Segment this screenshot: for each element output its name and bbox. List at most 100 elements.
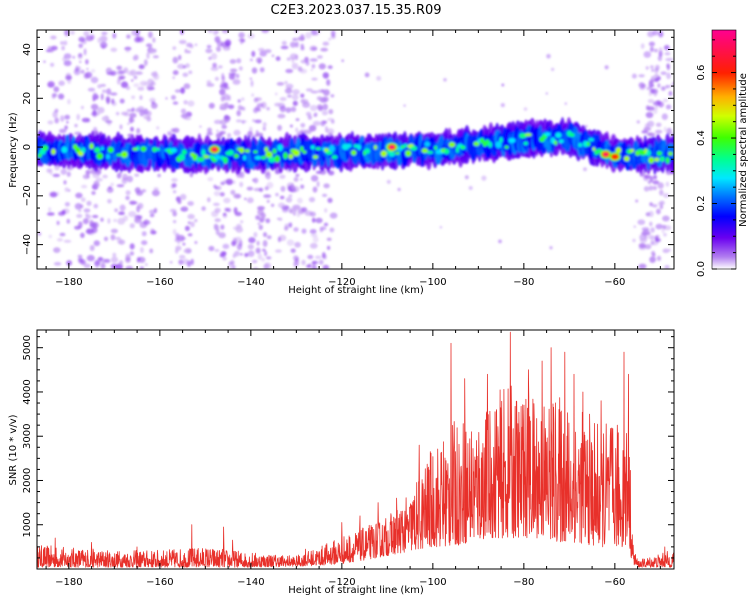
noise-speck <box>149 97 156 103</box>
noise-speck <box>662 248 670 253</box>
snr-y-axis-label: SNR (10 * v/v) <box>8 414 19 485</box>
noise-speck <box>139 247 144 253</box>
noise-speck <box>632 238 636 243</box>
noise-speck <box>183 100 188 105</box>
band-core <box>213 154 221 160</box>
noise-speck <box>664 52 671 56</box>
noise-speck <box>171 177 178 183</box>
noise-speck <box>238 32 245 39</box>
noise-speck <box>230 189 236 195</box>
noise-speck <box>661 227 665 234</box>
noise-speck <box>322 120 328 124</box>
noise-speck <box>663 126 667 133</box>
noise-speck <box>220 130 226 135</box>
noise-speck <box>638 243 646 249</box>
noise-speck <box>291 94 299 101</box>
noise-speck <box>170 261 173 264</box>
noise-speck <box>240 220 244 224</box>
noise-speck <box>311 64 316 69</box>
noise-speck <box>112 32 117 39</box>
noise-speck <box>232 79 241 85</box>
noise-speck <box>171 95 176 100</box>
noise-speck <box>275 56 281 61</box>
noise-speck <box>219 88 226 96</box>
noise-speck <box>92 171 100 179</box>
x-tick-label: −120 <box>328 577 355 588</box>
noise-speck <box>85 169 91 175</box>
noise-speck <box>251 93 255 97</box>
noise-speck <box>214 218 221 223</box>
noise-speck <box>214 249 220 252</box>
band-core <box>116 153 122 157</box>
noise-speck <box>123 67 129 74</box>
noise-speck <box>282 208 289 213</box>
noise-speck <box>148 31 153 39</box>
band-core <box>222 156 228 164</box>
noise-speck <box>289 124 293 128</box>
noise-speck <box>112 252 117 258</box>
band-core <box>89 143 94 150</box>
noise-speck <box>279 105 287 113</box>
spectrogram-frame <box>36 29 675 270</box>
noise-speck <box>290 106 297 113</box>
spectrogram-x-ticks: −180 −160 −140 −120 −100 −80 −60 <box>45 30 661 288</box>
band-core <box>405 150 412 157</box>
noise-speck <box>443 78 447 82</box>
noise-speck <box>274 102 282 107</box>
noise-speck <box>50 45 58 51</box>
noise-speck <box>180 108 187 114</box>
noise-speck <box>280 185 286 192</box>
noise-speck <box>149 248 154 254</box>
band-core <box>254 155 262 160</box>
noise-speck <box>266 107 270 111</box>
band-core <box>544 132 551 137</box>
band-core <box>388 151 395 157</box>
noise-speck <box>56 191 60 197</box>
noise-speck <box>322 193 328 197</box>
noise-speck <box>668 84 672 88</box>
noise-speck <box>285 83 294 90</box>
noise-speck <box>101 31 108 35</box>
noise-speck <box>52 173 60 178</box>
x-tick-label: −140 <box>237 277 264 288</box>
noise-speck <box>233 207 238 214</box>
noise-speck <box>113 218 118 223</box>
noise-speck <box>59 232 66 237</box>
noise-speck <box>95 177 103 182</box>
noise-speck <box>63 180 67 185</box>
band-core <box>197 157 205 162</box>
noise-speck <box>258 217 266 222</box>
noise-speck <box>212 62 217 68</box>
noise-speck <box>234 236 242 244</box>
noise-speck <box>236 58 242 64</box>
noise-speck <box>227 133 232 138</box>
noise-speck <box>219 119 227 126</box>
noise-speck <box>92 221 100 229</box>
noise-speck <box>658 47 663 54</box>
noise-speck <box>665 181 670 187</box>
noise-speck <box>222 256 227 261</box>
noise-speck <box>228 73 236 80</box>
noise-speck <box>665 84 669 89</box>
noise-speck <box>311 47 317 51</box>
noise-speck <box>153 187 159 191</box>
band-core <box>395 151 400 155</box>
noise-speck <box>103 236 109 242</box>
noise-speck <box>223 197 231 204</box>
noise-speck <box>80 69 85 74</box>
noise-speck <box>316 96 323 101</box>
noise-speck <box>310 175 319 182</box>
colorbar-tick-label: 0.6 <box>696 65 707 81</box>
noise-speck <box>178 259 184 265</box>
noise-speck <box>91 69 96 73</box>
x-tick-label: −60 <box>604 277 625 288</box>
noise-speck <box>311 217 316 223</box>
noise-speck <box>223 105 227 111</box>
noise-speck <box>101 115 110 122</box>
noise-speck <box>85 71 93 79</box>
noise-speck <box>100 217 104 222</box>
noise-speck <box>130 118 135 123</box>
noise-speck <box>80 232 85 238</box>
noise-speck <box>226 207 232 213</box>
noise-speck <box>229 59 237 64</box>
